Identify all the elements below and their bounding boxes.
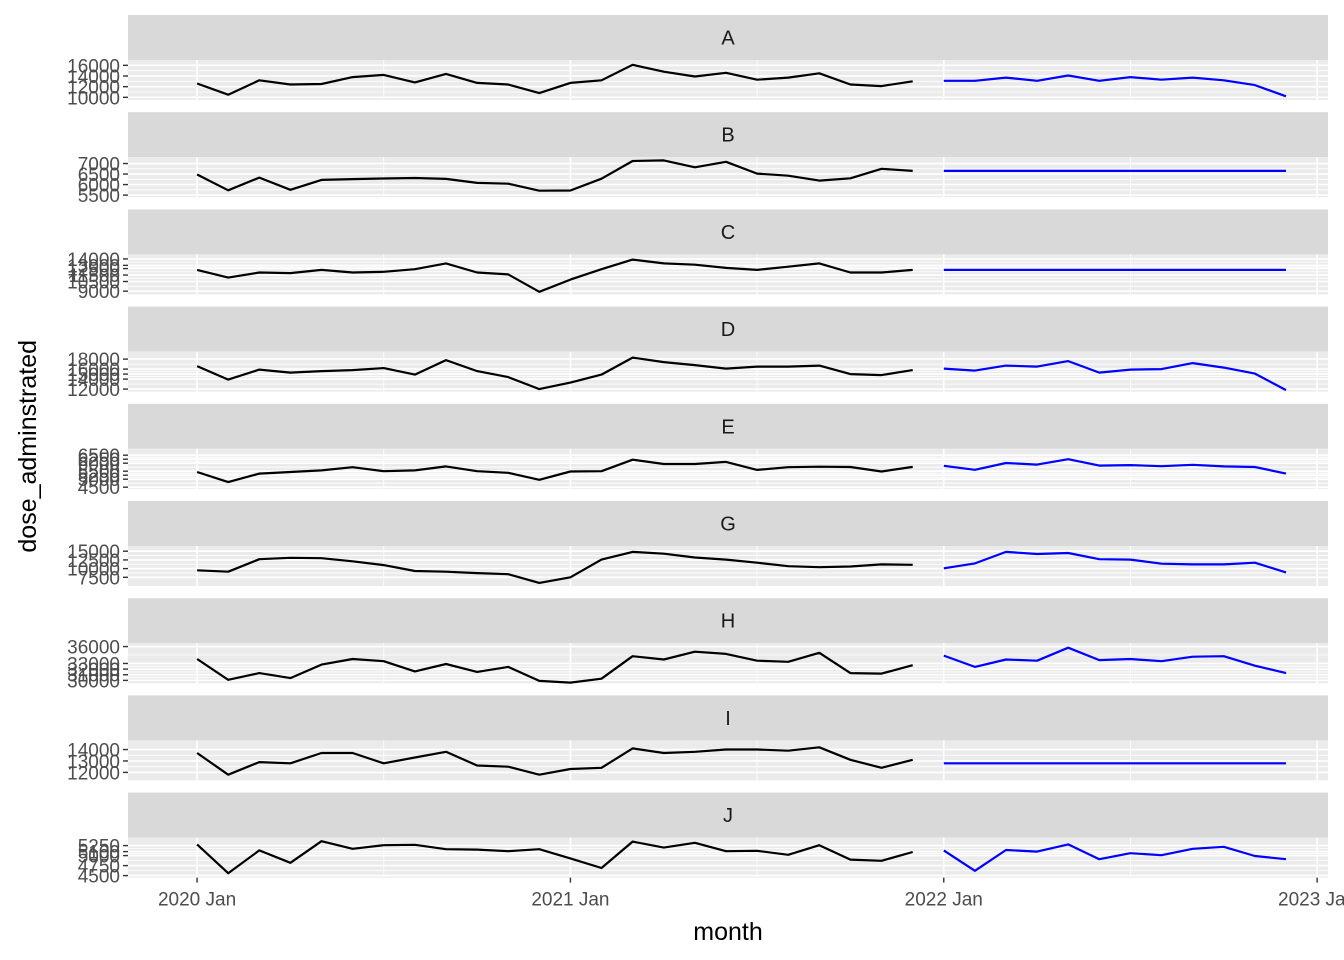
- facet-strip: [128, 209, 1328, 255]
- history-series-line: [196, 746, 913, 776]
- y-tick-label: 5000: [78, 470, 120, 491]
- y-tick-label: 4500: [78, 867, 120, 888]
- y-tick-label: 6000: [78, 454, 120, 475]
- y-tick-label: 11500: [69, 266, 120, 287]
- panel-background: [128, 60, 1328, 100]
- history-series-line: [196, 650, 913, 684]
- facet-strip: [128, 695, 1328, 741]
- history-series-line: [196, 258, 913, 293]
- y-tick-label: 5250: [78, 837, 120, 858]
- forecast-series-line: [943, 843, 1287, 872]
- facet-strip: [128, 792, 1328, 838]
- facet-strip: [128, 598, 1328, 644]
- history-series-line: [196, 458, 913, 484]
- y-tick-label: 9000: [78, 282, 120, 303]
- y-tick-label: 14000: [67, 741, 120, 762]
- y-tick-label: 4750: [78, 857, 120, 878]
- y-tick-label: 6000: [78, 176, 120, 197]
- forecast-series-line: [943, 360, 1287, 392]
- y-tick-label: 10500: [67, 272, 120, 293]
- y-tick-label: 10000: [67, 88, 120, 109]
- y-tick-label: 30000: [67, 671, 120, 692]
- history-series-line: [196, 63, 913, 96]
- y-tick-label: 18000: [67, 350, 120, 371]
- facet-strip-label: D: [721, 319, 735, 341]
- y-tick-label: 5000: [78, 847, 120, 868]
- y-tick-label: 5500: [78, 186, 120, 207]
- y-tick-label: 5250: [78, 466, 120, 487]
- facet-strip-label: C: [721, 222, 735, 244]
- y-tick-label: 15000: [67, 365, 120, 386]
- y-tick-label: 15000: [67, 542, 120, 563]
- y-tick-label: 33000: [67, 654, 120, 675]
- y-tick-label: 13000: [67, 256, 120, 277]
- facet-strip-label: B: [721, 125, 734, 147]
- history-series-line: [196, 840, 913, 875]
- facet-strip-label: E: [721, 416, 734, 438]
- y-tick-label: 12000: [67, 763, 120, 784]
- panel-background: [128, 546, 1328, 586]
- x-tick-label: 2020 Jan: [158, 890, 236, 911]
- forecast-series-line: [943, 550, 1287, 574]
- y-tick-label: 32000: [67, 660, 120, 681]
- facet-strip: [128, 501, 1328, 546]
- y-tick-label: 13000: [67, 752, 120, 773]
- forecast-series-line: [943, 74, 1287, 98]
- facet-strip-label: H: [721, 611, 735, 633]
- facet-panels: A10000120001400016000B5500600065007000C9…: [67, 15, 1328, 888]
- y-tick-label: 14000: [67, 370, 120, 391]
- x-axis-title: month: [693, 918, 762, 946]
- y-tick-label: 5500: [78, 462, 120, 483]
- y-tick-label: 16000: [67, 360, 120, 381]
- y-tick-label: 14000: [67, 250, 120, 271]
- y-tick-label: 6250: [78, 450, 120, 471]
- facet-strip-label: J: [723, 805, 733, 827]
- y-tick-label: 10000: [67, 560, 120, 581]
- forecast-series-line: [943, 646, 1287, 675]
- facet-strip: [128, 403, 1328, 449]
- facet-strip-label: A: [721, 28, 735, 50]
- history-series-line: [196, 356, 913, 391]
- panel-background: [128, 837, 1328, 878]
- y-tick-label: 12000: [67, 78, 120, 99]
- facet-strip: [128, 15, 1328, 60]
- x-tick-label: 2023 Jan: [1278, 890, 1344, 911]
- y-tick-label: 7000: [78, 155, 120, 176]
- y-tick-label: 6500: [78, 446, 120, 467]
- y-tick-label: 12500: [67, 551, 120, 572]
- y-axis-title: dose_adminstrated: [14, 340, 42, 553]
- y-tick-label: 4500: [78, 478, 120, 499]
- y-tick-label: 16000: [67, 56, 120, 77]
- facet-strip-label: I: [725, 708, 731, 730]
- y-tick-label: 7500: [78, 568, 120, 589]
- forecast-series-line: [943, 458, 1287, 475]
- history-series-line: [197, 550, 913, 585]
- y-tick-label: 31000: [67, 666, 120, 687]
- y-tick-label: 12500: [67, 260, 120, 281]
- y-tick-label: 6500: [78, 165, 120, 186]
- facet-strip-label: G: [720, 514, 736, 536]
- facet-strip: [128, 306, 1328, 352]
- y-tick-label: 12000: [67, 380, 120, 401]
- y-tick-label: 14000: [67, 67, 120, 88]
- x-axis: 2020 Jan 2021 Jan 2022 Jan 2023 Jan: [158, 877, 1344, 911]
- x-tick-label: 2022 Jan: [905, 890, 983, 911]
- facet-strip: [128, 112, 1328, 158]
- y-tick-label: 36000: [67, 638, 120, 659]
- y-tick-label: 5100: [78, 843, 120, 864]
- x-tick-label: 2021 Jan: [531, 890, 609, 911]
- history-series-line: [196, 159, 913, 192]
